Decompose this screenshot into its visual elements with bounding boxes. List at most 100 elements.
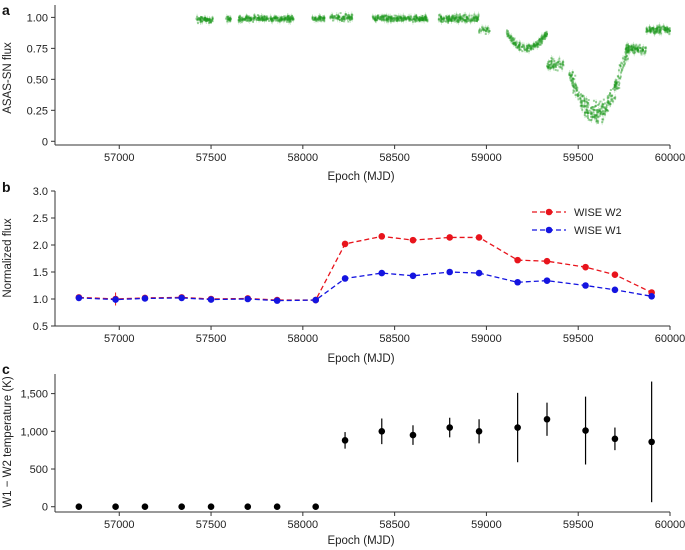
panel-a-data-point xyxy=(541,35,544,38)
panel-a-data-point xyxy=(403,15,406,18)
panel-a-data-point xyxy=(289,18,292,21)
panel-a-data-point xyxy=(649,29,652,32)
panel-a-data-point xyxy=(291,18,294,21)
panel-a-data-point xyxy=(621,62,624,65)
panel-a-data-point xyxy=(635,43,638,46)
panel-a-data-point xyxy=(464,20,467,23)
panel-a-data-point xyxy=(615,82,618,85)
panel-a-data-point xyxy=(580,93,583,96)
panel-a-x-tick-label: 57000 xyxy=(104,152,135,164)
panel-a-data-point xyxy=(446,21,449,24)
panel-a-data-point xyxy=(663,29,666,32)
panel-a-data-point xyxy=(285,20,288,23)
panel-a-data-point xyxy=(554,68,557,71)
panel-a-data-point xyxy=(609,103,612,106)
panel-a-data-point xyxy=(641,48,644,51)
panel-a-data-point xyxy=(548,60,551,63)
panel-a-data-point xyxy=(289,18,292,21)
panel-a-data-point xyxy=(418,18,421,21)
panel-a-data-point xyxy=(446,18,449,21)
panel-b-y-tick-label: 0.5 xyxy=(33,321,48,333)
panel-a-data-point xyxy=(397,16,400,19)
panel-a-data-point xyxy=(602,106,605,109)
panel-a-data-point xyxy=(245,14,248,17)
panel-a-data-point xyxy=(400,18,403,21)
panel-a-data-point xyxy=(256,14,259,17)
panel-a-data-point xyxy=(439,15,442,18)
panel-a-data-point xyxy=(537,45,540,48)
panel-c-data-point xyxy=(514,424,521,431)
panel-a-data-point xyxy=(578,94,581,97)
panel-a-data-point xyxy=(549,65,552,68)
panel-a-data-point xyxy=(604,109,607,112)
panel-c-data-point xyxy=(273,503,281,511)
panel-a-data-point xyxy=(634,47,637,50)
panel-a-data-point xyxy=(456,19,459,22)
panel-a-data-point xyxy=(585,115,588,118)
panel-a-data-point xyxy=(203,19,206,22)
panel-a-data-point xyxy=(341,19,344,22)
panel-a-data-point xyxy=(513,42,516,45)
panel-a-data-point xyxy=(199,17,202,20)
data-point-wise-w1 xyxy=(543,277,551,284)
panel-a-data-point xyxy=(282,17,285,20)
panel-a-data-point xyxy=(204,16,207,19)
panel-a-data-point xyxy=(465,18,468,21)
panel-a-data-point xyxy=(261,19,264,22)
panel-a-data-point xyxy=(604,108,607,111)
panel-a-data-point xyxy=(634,51,637,54)
panel-a-data-point xyxy=(350,13,353,16)
panel-a-data-point xyxy=(335,13,338,16)
panel-a-data-point xyxy=(574,84,577,87)
panel-a-data-point xyxy=(329,15,332,18)
panel-a-data-point xyxy=(582,99,585,102)
data-point-wise-w1 xyxy=(273,297,281,304)
panel-a-data-point xyxy=(399,16,402,19)
panel-a-data-point xyxy=(625,47,628,50)
panel-a-data-point xyxy=(261,16,264,19)
panel-a-data-point xyxy=(544,31,547,34)
panel-a-data-point xyxy=(314,19,317,22)
panel-a-data-point xyxy=(614,84,617,87)
panel-a-data-point xyxy=(319,16,322,19)
panel-a-data-point xyxy=(271,19,274,22)
panel-a-data-point xyxy=(335,16,338,19)
panel-a-data-point xyxy=(210,20,213,23)
panel-a-data-point xyxy=(477,15,480,18)
panel-a-data-point xyxy=(387,17,390,20)
panel-a-data-point xyxy=(577,93,580,96)
panel-a-data-point xyxy=(635,47,638,50)
panel-a-data-point xyxy=(649,29,652,32)
panel-c-data-point xyxy=(312,503,319,511)
panel-a-data-point xyxy=(636,47,639,50)
panel-a-data-point xyxy=(284,16,287,19)
panel-a-data-point xyxy=(528,50,531,53)
panel-a-data-point xyxy=(201,20,204,23)
panel-a-data-point xyxy=(273,16,276,19)
panel-a-data-point xyxy=(386,17,389,20)
panel-a-data-point xyxy=(568,74,571,77)
data-point-wise-w1 xyxy=(475,269,483,277)
panel-a-data-point xyxy=(596,121,599,124)
panel-a-data-point xyxy=(470,19,473,22)
panel-a-data-point xyxy=(507,33,510,36)
panel-a-data-point xyxy=(559,66,562,69)
panel-a-data-point xyxy=(585,101,588,104)
panel-a-data-point xyxy=(400,17,403,20)
panel-a-data-point xyxy=(337,15,340,18)
panel-a-data-point xyxy=(426,20,429,23)
panel-a-data-point xyxy=(536,44,539,47)
panel-a-data-point xyxy=(240,16,243,19)
panel-a-data-point xyxy=(249,16,252,19)
panel-a-data-point xyxy=(311,16,314,19)
panel-a-data-point xyxy=(572,85,575,88)
panel-a-data-point xyxy=(478,28,481,31)
panel-a-data-point xyxy=(283,18,286,21)
panel-a-data-point xyxy=(440,17,443,20)
panel-a-data-point xyxy=(656,31,659,34)
panel-c-x-tick-label: 57500 xyxy=(196,519,227,531)
panel-a-data-point xyxy=(582,105,585,108)
panel-a-data-point xyxy=(400,16,403,19)
panel-a-data-point xyxy=(347,20,350,23)
panel-a-data-point xyxy=(385,19,388,22)
